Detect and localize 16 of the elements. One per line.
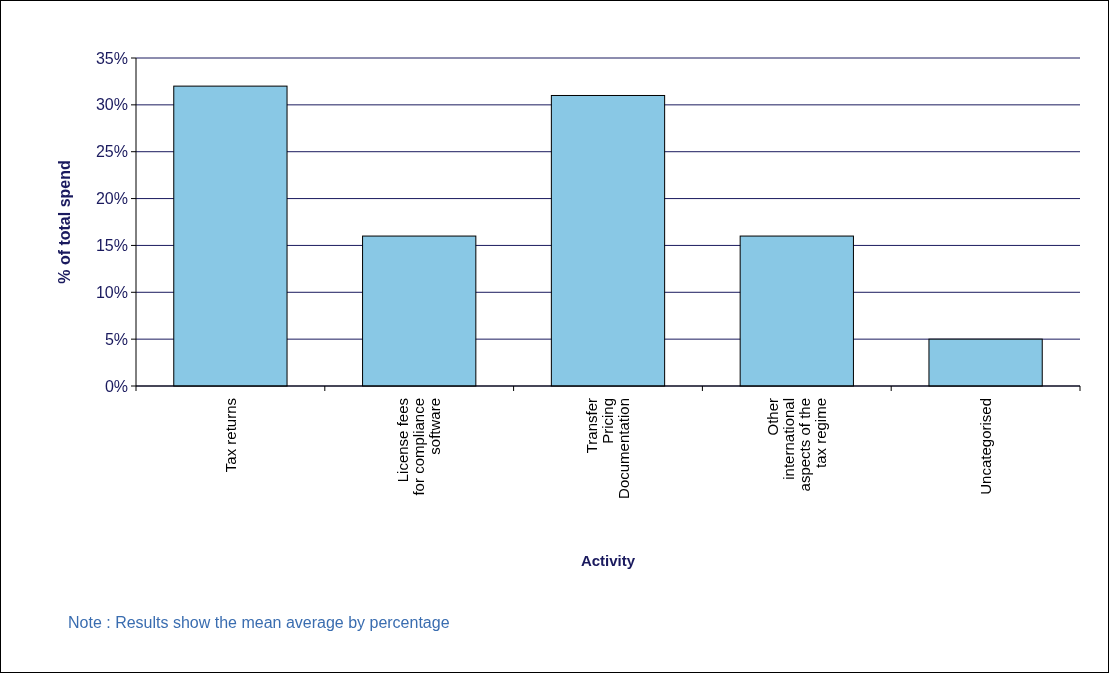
y-tick-label: 15% xyxy=(95,237,128,255)
y-tick-label: 10% xyxy=(95,283,128,301)
text: Note : Results show the mean average by percentage xyxy=(68,614,450,631)
x-tick-label: Uncategorised xyxy=(976,398,994,495)
y-tick-label: 20% xyxy=(95,190,128,208)
y-tick-label: 35% xyxy=(95,49,128,67)
x-tick-label: Transfer Pricing Documentation xyxy=(583,398,633,499)
y-tick-label: 30% xyxy=(95,96,128,114)
x-axis-title: Activity xyxy=(580,552,636,569)
y-tick-label: 25% xyxy=(95,143,128,161)
y-tick-label: 5% xyxy=(104,330,128,348)
y-tick-label: 0% xyxy=(104,377,128,395)
x-tick-label: License fees for compliance software xyxy=(394,398,444,496)
x-tick-label: Other international aspects of the tax regime xyxy=(764,398,830,492)
x-tick-label: Tax returns xyxy=(221,398,239,473)
y-axis-title: % of total spend xyxy=(56,160,73,284)
